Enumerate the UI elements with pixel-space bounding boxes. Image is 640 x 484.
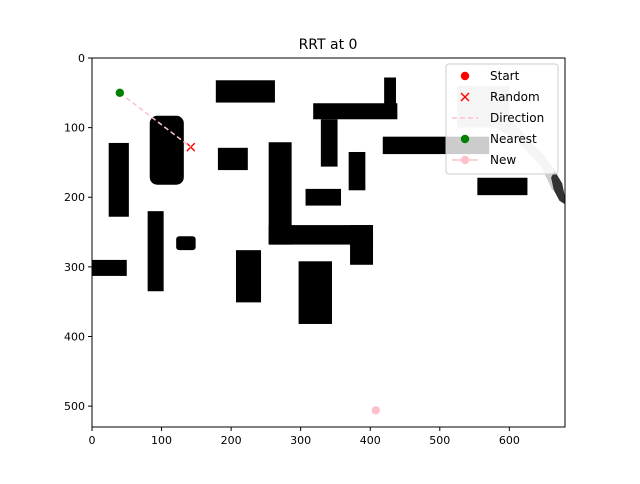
- legend-label-random: Random: [490, 90, 540, 104]
- y-tick-label-0: 0: [78, 52, 85, 65]
- legend-entry-direction: Direction: [452, 111, 544, 125]
- obstacle-5: [108, 142, 129, 217]
- x-tick-label-200: 200: [221, 434, 242, 447]
- plot-frame: [91, 57, 566, 428]
- obstacle-16: [176, 236, 196, 251]
- obstacle-7: [268, 142, 292, 245]
- legend-entry-start: Start: [460, 69, 520, 83]
- legend: Start Random Direction Nearest New: [445, 63, 559, 175]
- legend-label-start: Start: [490, 69, 520, 83]
- x-tick-label-400: 400: [360, 434, 381, 447]
- obstacle-0: [215, 80, 275, 103]
- legend-entry-random: Random: [460, 90, 540, 104]
- x-tick-label-300: 300: [290, 434, 311, 447]
- obstacle-1: [384, 77, 396, 106]
- legend-label-new: New: [490, 153, 516, 167]
- obstacle-17: [235, 250, 262, 303]
- obstacle-6: [217, 147, 248, 171]
- obstacle-3: [320, 119, 338, 167]
- obstacle-8: [268, 225, 374, 245]
- legend-marker-start: [460, 71, 470, 81]
- obstacle-2: [313, 103, 398, 120]
- chart-title: RRT at 0: [299, 37, 358, 53]
- x-tick-label-0: 0: [89, 434, 96, 447]
- nearest-point-0: [115, 88, 125, 98]
- direction-line: [119, 92, 192, 148]
- obstacle-9: [350, 225, 374, 265]
- legend-entry-new: New: [452, 153, 516, 167]
- y-tick-label-500: 500: [64, 400, 85, 413]
- legend-box: [445, 63, 559, 175]
- y-tick-label-300: 300: [64, 261, 85, 274]
- x-tick-label-500: 500: [429, 434, 450, 447]
- obstacle-14: [147, 211, 164, 292]
- legend-label-direction: Direction: [490, 111, 544, 125]
- obstacle-15: [92, 259, 127, 276]
- y-tick-label-200: 200: [64, 191, 85, 204]
- obstacle-11: [305, 188, 342, 206]
- explored-region-dark: [551, 170, 565, 205]
- legend-marker-nearest: [460, 134, 470, 144]
- legend-label-nearest: Nearest: [490, 132, 537, 146]
- y-axis: 0 100 200 300 400 500: [64, 52, 92, 413]
- x-tick-label-600: 600: [499, 434, 520, 447]
- legend-marker-new: [460, 155, 470, 165]
- obstacle-18: [298, 261, 332, 324]
- legend-entry-nearest: Nearest: [460, 132, 537, 146]
- x-tick-label-100: 100: [151, 434, 172, 447]
- y-tick-label-100: 100: [64, 122, 85, 135]
- x-axis: 0 100 200 300 400 500 600: [89, 427, 520, 447]
- obstacle-10: [348, 151, 366, 191]
- new-point-0: [371, 406, 380, 415]
- obstacle-13: [477, 177, 528, 196]
- obstacle-4: [149, 115, 184, 185]
- legend-marker-random-b: [460, 92, 470, 102]
- y-tick-label-400: 400: [64, 330, 85, 343]
